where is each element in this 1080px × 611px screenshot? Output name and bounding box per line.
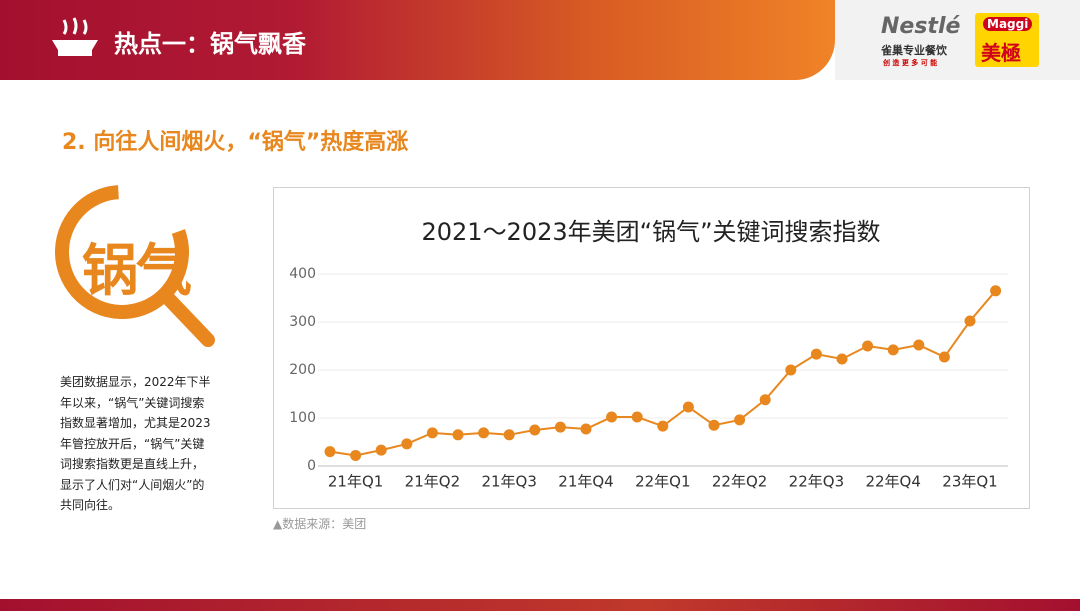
nestle-slogan: 创 造 更 多 可 能 xyxy=(883,59,938,67)
icon-text: 锅气 xyxy=(82,239,192,304)
data-point xyxy=(631,411,643,423)
source-note: ▲数据来源：美团 xyxy=(273,517,367,531)
data-point xyxy=(836,353,848,365)
chart-title: 2021～2023年美团“锅气”关键词搜索指数 xyxy=(421,218,880,246)
x-tick-label: 22年Q3 xyxy=(789,473,844,491)
x-tick-label: 21年Q2 xyxy=(405,473,460,491)
header-title: 热点一：锅气飘香 xyxy=(114,30,306,58)
x-tick-label: 22年Q2 xyxy=(712,473,767,491)
data-point xyxy=(401,438,413,450)
data-point xyxy=(606,411,618,423)
data-point xyxy=(759,394,771,406)
section-title: 2. 向往人间烟火，“锅气”热度高涨 xyxy=(62,130,409,155)
data-point xyxy=(657,420,669,432)
chart-frame xyxy=(273,187,1030,509)
data-point xyxy=(708,419,720,431)
x-tick-label: 21年Q4 xyxy=(558,473,613,491)
data-point xyxy=(938,351,950,363)
header-bar xyxy=(0,0,835,80)
y-tick-label: 200 xyxy=(289,362,316,378)
data-point xyxy=(580,423,592,435)
data-point xyxy=(810,348,822,360)
data-point xyxy=(554,421,566,433)
data-point xyxy=(324,446,336,458)
x-tick-label: 22年Q1 xyxy=(635,473,690,491)
data-point xyxy=(887,344,899,356)
data-point xyxy=(964,315,976,327)
data-point xyxy=(913,339,925,351)
data-point xyxy=(785,364,797,376)
data-point xyxy=(426,427,438,439)
data-point xyxy=(734,414,746,426)
description: 美团数据显示，2022年下半年以来，“锅气”关键词搜索指数显著增加，尤其是202… xyxy=(60,375,211,512)
x-tick-label: 21年Q1 xyxy=(328,473,383,491)
data-point xyxy=(503,429,515,441)
nestle-sub: 雀巢专业餐饮 xyxy=(881,44,947,57)
data-point xyxy=(375,444,387,456)
maggi-logo: Maggi 美極 xyxy=(975,13,1039,67)
logo-area: Nestlé 雀巢专业餐饮 创 造 更 多 可 能 Maggi 美極 xyxy=(835,0,1080,80)
y-tick-label: 100 xyxy=(289,410,316,426)
y-tick-label: 0 xyxy=(307,458,316,474)
series-line xyxy=(329,290,997,457)
footer-bar xyxy=(0,599,1080,611)
data-point xyxy=(990,285,1002,297)
y-tick-label: 400 xyxy=(289,266,316,282)
y-tick-label: 300 xyxy=(289,314,316,330)
data-point xyxy=(478,427,490,439)
x-tick-label: 22年Q4 xyxy=(865,473,920,491)
x-tick-label: 23年Q1 xyxy=(942,473,997,491)
magnifier-icon xyxy=(55,185,215,347)
data-point xyxy=(452,429,464,441)
maggi-text: Maggi xyxy=(983,17,1033,31)
nestle-logo: Nestlé xyxy=(881,14,961,39)
x-tick-label: 21年Q3 xyxy=(481,473,536,491)
data-point xyxy=(682,401,694,413)
data-point xyxy=(529,424,541,436)
data-point xyxy=(862,340,874,352)
maggi-cn: 美極 xyxy=(981,41,1021,65)
data-point xyxy=(350,449,362,461)
